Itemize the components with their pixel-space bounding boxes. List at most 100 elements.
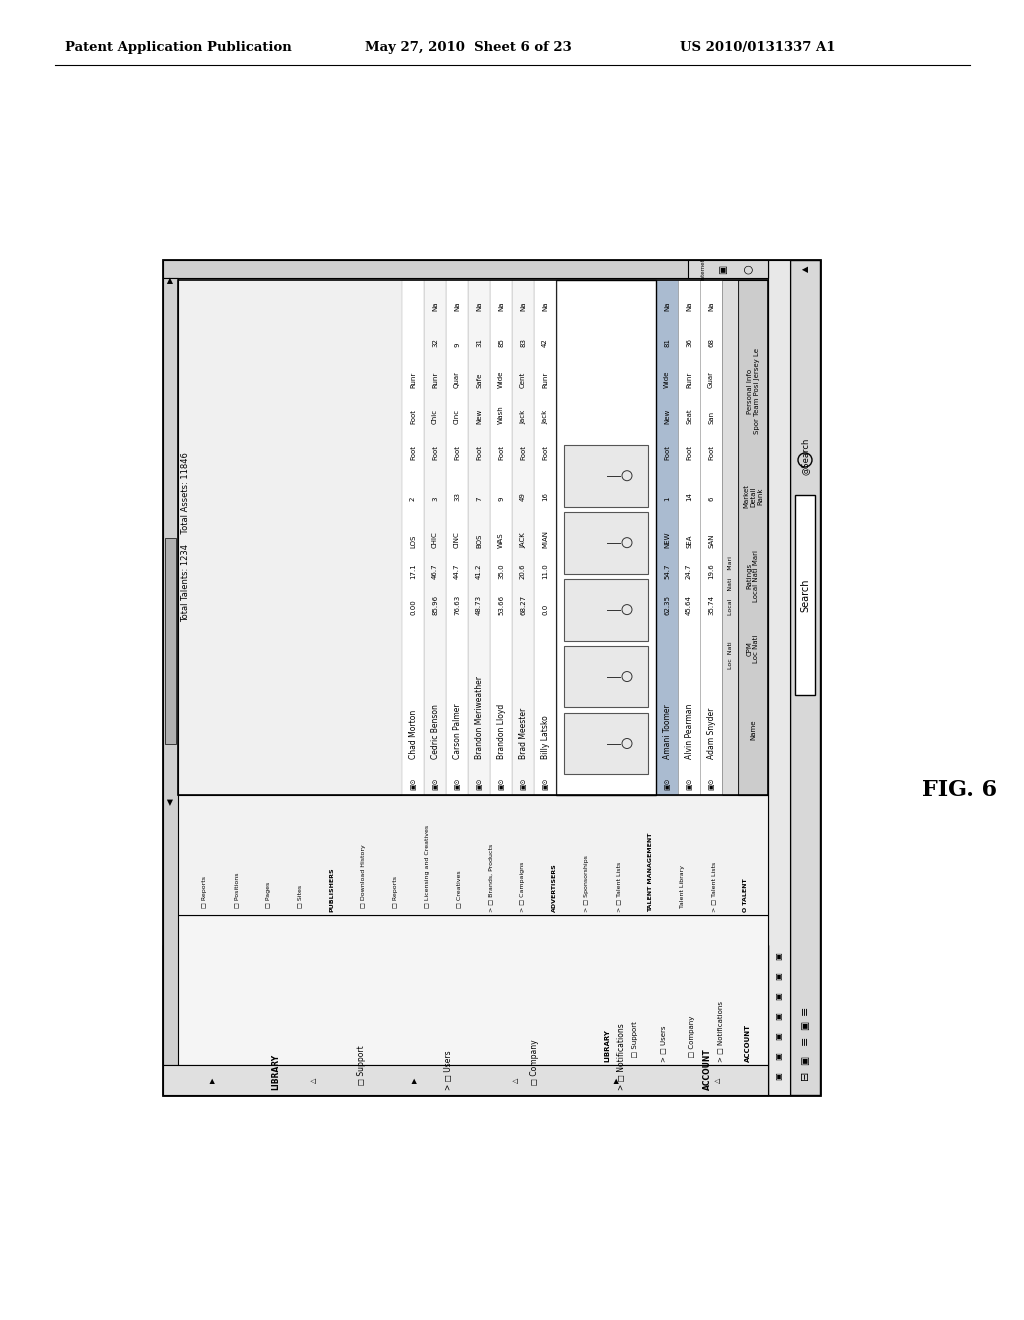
Text: ▣⊙: ▣⊙	[542, 777, 548, 789]
Polygon shape	[446, 280, 468, 795]
Text: > □ Sponsorships: > □ Sponsorships	[584, 855, 589, 912]
Polygon shape	[556, 280, 656, 795]
Text: Quar: Quar	[454, 371, 460, 388]
Polygon shape	[163, 260, 820, 1096]
Text: □ Download History: □ Download History	[361, 845, 367, 912]
Text: 1: 1	[664, 496, 670, 502]
Text: Guar: Guar	[708, 371, 714, 388]
Polygon shape	[163, 1065, 768, 1096]
Polygon shape	[490, 280, 512, 795]
Text: ▣: ▣	[774, 993, 783, 1001]
Text: □ Licensing and Creatives: □ Licensing and Creatives	[425, 825, 430, 912]
Text: Market
Detail
Rank: Market Detail Rank	[743, 484, 763, 508]
Text: San: San	[708, 411, 714, 424]
Text: > □ Brands, Products: > □ Brands, Products	[488, 843, 494, 912]
Text: JACK: JACK	[520, 532, 526, 548]
Text: ACCOUNT: ACCOUNT	[703, 1048, 712, 1090]
Text: LOS: LOS	[410, 535, 416, 548]
Text: Wide: Wide	[664, 371, 670, 388]
Text: Na: Na	[542, 301, 548, 312]
Text: Foot: Foot	[686, 445, 692, 461]
Text: Na: Na	[432, 301, 438, 312]
Text: > □ Users: > □ Users	[660, 1026, 667, 1063]
Text: Carson Palmer: Carson Palmer	[453, 704, 462, 759]
Text: 14: 14	[686, 492, 692, 502]
Text: 68.27: 68.27	[520, 594, 526, 615]
Text: PUBLISHERS: PUBLISHERS	[330, 867, 334, 912]
Text: Runr: Runr	[542, 372, 548, 388]
Text: Foot: Foot	[410, 409, 416, 424]
Text: Na: Na	[454, 301, 460, 312]
Text: 54.7: 54.7	[664, 564, 670, 578]
Text: Na: Na	[520, 301, 526, 312]
Text: 31: 31	[476, 338, 482, 347]
Text: 81: 81	[664, 338, 670, 347]
Polygon shape	[402, 280, 424, 795]
Text: 41.2: 41.2	[476, 564, 482, 578]
Text: ▣⊙: ▣⊙	[520, 777, 526, 789]
Text: 83: 83	[520, 338, 526, 347]
Text: 9: 9	[454, 342, 460, 347]
Text: Foot: Foot	[664, 445, 670, 461]
Text: ▣⊙: ▣⊙	[664, 777, 670, 789]
Polygon shape	[163, 945, 768, 1096]
Text: ▣⊙: ▣⊙	[708, 777, 714, 789]
Text: Internet: Internet	[700, 259, 706, 280]
Text: 35.74: 35.74	[708, 595, 714, 615]
Text: □ Reports: □ Reports	[393, 876, 398, 912]
Text: CPM
Loc Nati: CPM Loc Nati	[746, 635, 760, 663]
Polygon shape	[424, 280, 446, 795]
Text: > □ Talent Lists: > □ Talent Lists	[615, 862, 621, 912]
Text: LIBRARY: LIBRARY	[271, 1053, 280, 1090]
Polygon shape	[688, 260, 768, 279]
Text: △: △	[715, 1077, 721, 1082]
Text: CHIC: CHIC	[432, 531, 438, 548]
Text: Cinc: Cinc	[454, 409, 460, 424]
Text: 53.66: 53.66	[498, 594, 504, 615]
Polygon shape	[795, 495, 815, 696]
Text: ▣: ▣	[718, 264, 728, 273]
Text: > □ Talent Lists: > □ Talent Lists	[712, 862, 717, 912]
Text: Na: Na	[708, 301, 714, 312]
Text: Foot: Foot	[432, 445, 438, 461]
Text: 0.00: 0.00	[410, 599, 416, 615]
Polygon shape	[163, 279, 178, 1065]
Text: ▣: ▣	[800, 1056, 810, 1065]
Text: ▣: ▣	[774, 952, 783, 960]
Text: MIAN: MIAN	[542, 529, 548, 548]
Text: Ratings
Local Nati Mari: Ratings Local Nati Mari	[746, 549, 760, 602]
Polygon shape	[564, 445, 648, 507]
Text: WAS: WAS	[498, 532, 504, 548]
Text: O TALENT: O TALENT	[743, 878, 749, 912]
Text: 42: 42	[542, 338, 548, 347]
Text: ▶: ▶	[613, 1077, 620, 1082]
Text: BOS: BOS	[476, 533, 482, 548]
Text: Chic: Chic	[432, 409, 438, 424]
Text: □ Pages: □ Pages	[265, 882, 270, 912]
Text: Alvin Pearman: Alvin Pearman	[684, 704, 693, 759]
Text: Na: Na	[498, 301, 504, 312]
Text: ADVERTISERS: ADVERTISERS	[552, 863, 557, 912]
Polygon shape	[738, 280, 768, 795]
Polygon shape	[722, 280, 738, 795]
Text: ▣⊙: ▣⊙	[432, 777, 438, 789]
Text: Loc  Nati: Loc Nati	[727, 642, 732, 669]
Text: Cent: Cent	[520, 372, 526, 388]
Text: 11.0: 11.0	[542, 562, 548, 578]
Text: 48.73: 48.73	[476, 594, 482, 615]
Text: 0.0: 0.0	[542, 603, 548, 615]
Text: Patent Application Publication: Patent Application Publication	[65, 41, 292, 54]
Text: ▣: ▣	[774, 1052, 783, 1060]
Text: ▣⊙: ▣⊙	[498, 777, 504, 789]
Text: Foot: Foot	[476, 445, 482, 461]
Polygon shape	[656, 280, 678, 795]
Text: 35.0: 35.0	[498, 564, 504, 578]
Text: > □ Campaigns: > □ Campaigns	[520, 862, 525, 912]
Text: ▣: ▣	[774, 1032, 783, 1040]
Text: Foot: Foot	[498, 445, 504, 461]
Text: Foot: Foot	[520, 445, 526, 461]
Text: 24.7: 24.7	[686, 564, 692, 578]
Text: @Search: @Search	[801, 438, 810, 475]
Polygon shape	[512, 280, 534, 795]
Text: □ Company: □ Company	[530, 1039, 540, 1090]
